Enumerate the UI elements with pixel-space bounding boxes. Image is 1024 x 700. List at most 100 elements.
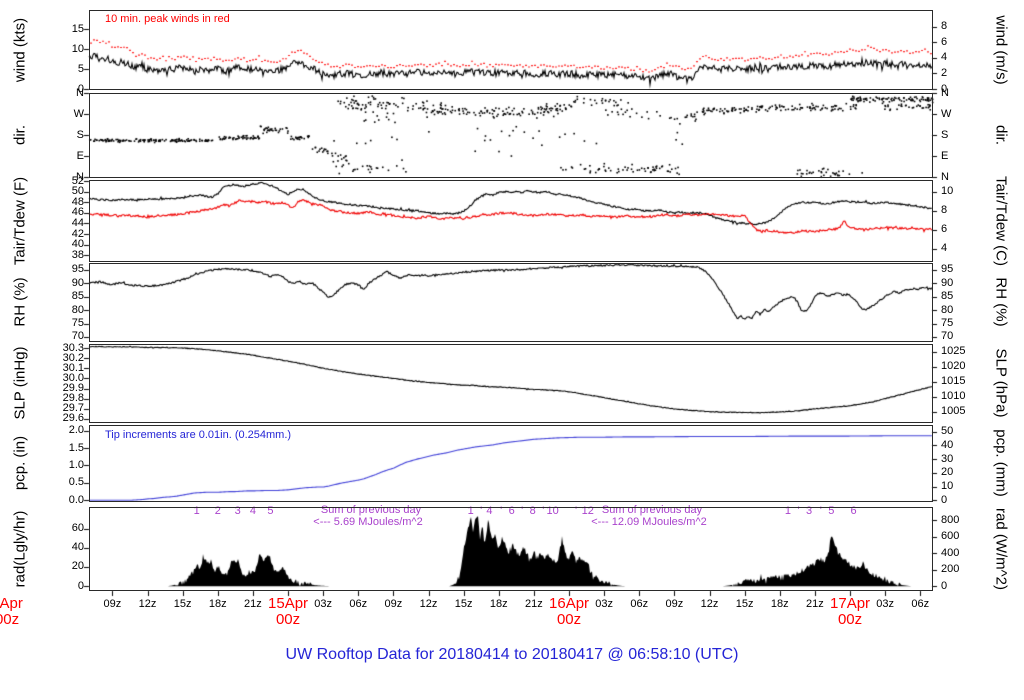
y-tick-label-left: 95 <box>71 263 84 276</box>
y-tick-label-right: 70 <box>941 330 954 343</box>
y-tick-label-right: 8 <box>941 204 948 217</box>
rad-hour-mark: 3 <box>805 505 813 517</box>
y-tick-label-left: 0.0 <box>68 493 84 506</box>
rad-hour-mark: 4 <box>249 505 256 517</box>
y-tick-label-right: 1010 <box>941 390 966 403</box>
sum-previous-day-note-2-line1: Sum of previous day <box>601 504 703 516</box>
date-label: 16Apr 00z <box>549 595 590 628</box>
y-tick-label-right: S <box>941 128 949 141</box>
date-label-00z: 00z <box>837 611 863 628</box>
y-tick-label-right: 8 <box>941 20 948 33</box>
y-tick-label-left: 29.6 <box>62 412 84 425</box>
y-tick-label-right: 2 <box>941 66 948 79</box>
rad-hour-mark: 8 <box>529 505 536 517</box>
y-tick-label-right: 10 <box>941 185 954 198</box>
y-tick-label-left: 1.0 <box>68 458 84 471</box>
y-tick-label-right: 95 <box>941 263 954 276</box>
y-tick-label-left: 5 <box>77 62 84 75</box>
y-tick-label-left: 90 <box>71 276 84 289</box>
y-tick-label-right: 0 <box>941 579 948 592</box>
y-tick-label-right: 0 <box>941 493 948 506</box>
panel-temperature <box>89 180 933 262</box>
rad-hour-mark: 12 <box>581 505 594 517</box>
x-tick-label: 21z <box>806 598 824 610</box>
axis-title-dir-left: dir. <box>11 124 29 146</box>
rad-hour-mark: ' <box>500 505 503 517</box>
x-tick-label: 12z <box>700 598 719 610</box>
x-tick-label: 15z <box>735 598 754 610</box>
panel-humidity <box>89 263 933 342</box>
y-tick-label-right: 10 <box>941 480 954 493</box>
x-tick-label: 09z <box>665 598 684 610</box>
y-tick-label-left: N <box>76 86 84 99</box>
x-tick-label: 12z <box>138 598 157 610</box>
rad-hour-mark: 1 <box>467 505 474 517</box>
y-tick-label-right: 90 <box>941 276 954 289</box>
y-tick-label-left: 10 <box>71 42 84 55</box>
peak-winds-note: 10 min. peak winds in red <box>105 13 230 25</box>
rad-hour-mark: ' <box>542 505 545 517</box>
y-tick-label-left: E <box>76 149 84 162</box>
sum-previous-day-note-1-line2: <--- 5.69 MJoules/m^2 <box>313 516 423 528</box>
y-tick-label-right: 4 <box>941 51 948 64</box>
x-tick-label: 21z <box>244 598 262 610</box>
y-tick-label-right: N <box>941 86 949 99</box>
axis-title-wind-kts: wind (kts) <box>11 17 29 83</box>
y-tick-label-left: 1.5 <box>68 441 84 454</box>
y-tick-label-right: 400 <box>941 546 960 559</box>
rad-hour-mark: ' <box>797 505 800 517</box>
rad-hour-mark: 6 <box>508 505 515 517</box>
date-label: 4Apr00z <box>0 596 23 628</box>
y-tick-label-right: 75 <box>941 317 954 330</box>
x-tick-label: 18z <box>770 598 789 610</box>
rad-hour-mark: 3 <box>234 505 241 517</box>
axis-title-slp-hpa: SLP (hPa) <box>992 348 1010 418</box>
x-tick-label: 18z <box>208 598 227 610</box>
axis-title-slp-inhg: SLP (inHg) <box>11 346 29 420</box>
y-tick-label-left: W <box>73 107 84 120</box>
axis-title-temp-c: Tair/Tdew (C) <box>992 175 1010 267</box>
x-tick-label: 03z <box>876 598 895 610</box>
x-tick-label: 21z <box>525 598 543 610</box>
rad-hour-mark: ' <box>819 505 822 517</box>
y-tick-label-right: 80 <box>941 303 954 316</box>
axis-title-rh-left: RH (%) <box>11 277 29 327</box>
panel-direction <box>89 93 933 178</box>
y-tick-label-left: 70 <box>71 330 84 343</box>
y-tick-label-right: 4 <box>941 242 948 255</box>
rad-hour-mark: 2 <box>214 505 221 517</box>
x-tick-label: 15z <box>454 598 473 610</box>
x-tick-label: 06z <box>630 598 649 610</box>
axis-title-pcp-mm: pcp. (mm) <box>992 429 1010 497</box>
x-tick-label: 03z <box>595 598 614 610</box>
panel-pressure <box>89 344 933 423</box>
y-tick-label-right: 6 <box>941 35 948 48</box>
rad-hour-mark: 1 <box>784 505 792 517</box>
y-tick-label-right: 800 <box>941 513 960 526</box>
y-tick-label-left: 38 <box>71 248 84 261</box>
sum-previous-day-note-2-line2: <--- 12.09 MJoules/m^2 <box>591 516 707 528</box>
x-tick-label: 15z <box>173 598 192 610</box>
y-tick-label-right: 30 <box>941 452 954 465</box>
y-tick-label-left: S <box>76 128 84 141</box>
axis-title-rh-right: RH (%) <box>992 277 1010 327</box>
y-tick-label-right: W <box>941 107 952 120</box>
y-tick-label-right: 1015 <box>941 375 966 388</box>
y-tick-label-left: 15 <box>71 22 84 35</box>
y-tick-label-right: 1020 <box>941 360 966 373</box>
date-label-00z: 00z <box>556 611 582 628</box>
rad-hour-mark: 1 <box>193 505 200 517</box>
y-tick-label-right: 50 <box>941 425 954 438</box>
y-tick-label-right: 40 <box>941 438 954 451</box>
rad-hour-mark: 5 <box>828 505 835 517</box>
rad-hour-mark: 10 <box>546 505 559 517</box>
x-tick-label: 09z <box>103 598 122 610</box>
axis-title-pcp-in: pcp. (in) <box>11 435 29 491</box>
panel-radiation <box>89 507 933 591</box>
date-label-00z: 00z <box>0 611 20 628</box>
y-tick-label-right: E <box>941 149 949 162</box>
rad-hour-mark: 5 <box>267 505 274 517</box>
x-tick-label: 09z <box>384 598 403 610</box>
